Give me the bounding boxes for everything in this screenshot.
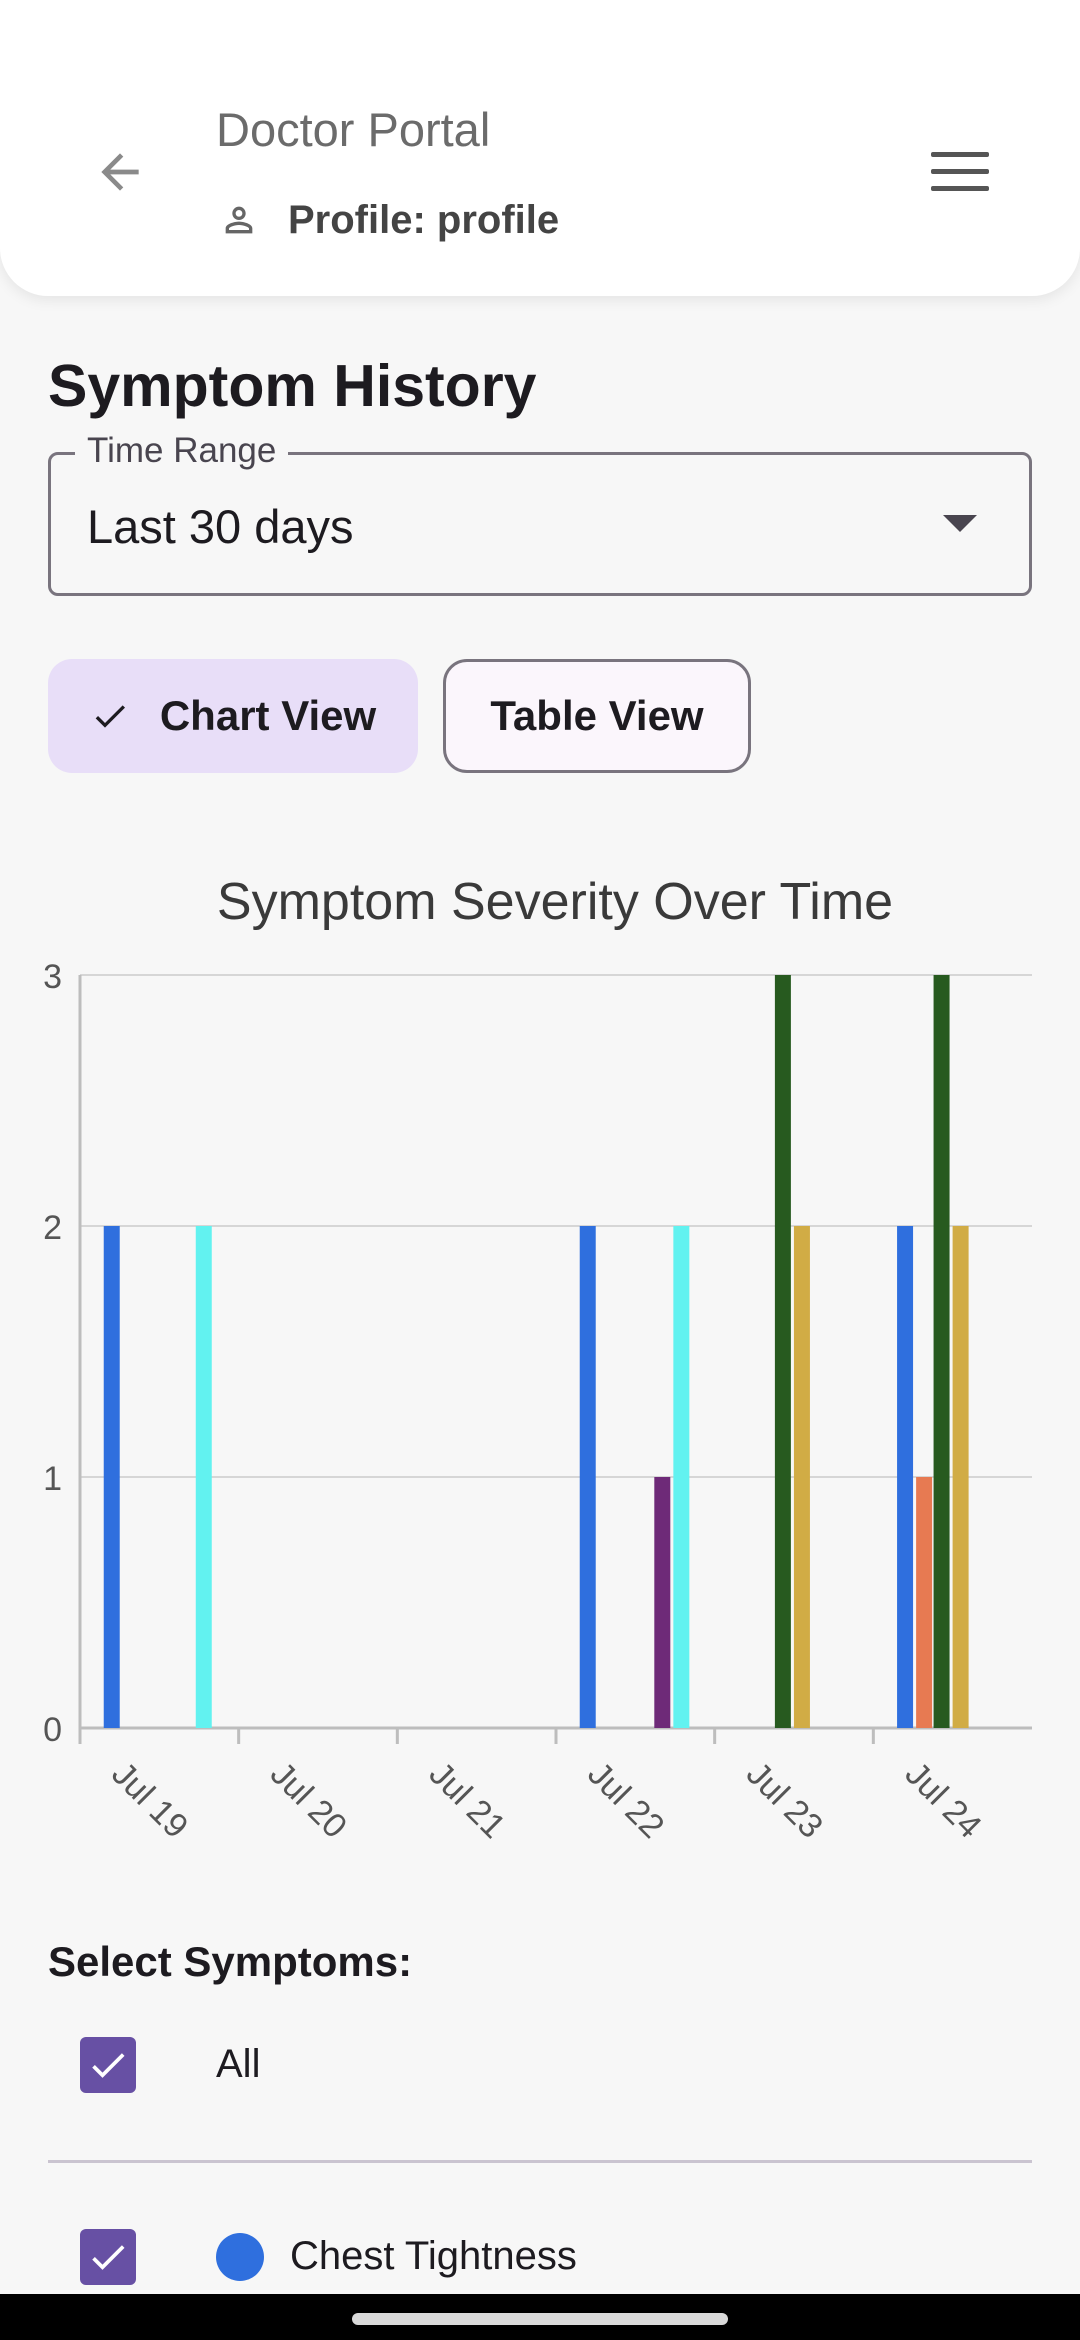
chart-title: Symptom Severity Over Time [216, 873, 894, 931]
symptom-option-chest-tightness[interactable]: Chest Tightness [0, 2212, 1080, 2302]
chart-bar [103, 1226, 120, 1728]
chart-bar [579, 1226, 596, 1728]
profile-label: Profile: profile [288, 197, 560, 242]
symptom-option-label: All [216, 2042, 261, 2086]
table-view-label: Table View [490, 692, 704, 739]
chart-bar [933, 975, 950, 1728]
hamburger-menu-icon [931, 152, 989, 191]
x-tick-label: Jul 24 [898, 1755, 989, 1846]
dropdown-arrow-icon [943, 515, 977, 532]
menu-button[interactable] [912, 124, 1008, 220]
x-tick-label: Jul 19 [104, 1755, 195, 1846]
symptom-color-dot [216, 2233, 264, 2281]
symptom-option-label: Chest Tightness [290, 2234, 577, 2278]
chart-bar [897, 1226, 914, 1728]
chart-bar [673, 1226, 690, 1728]
page-title: Symptom History [48, 353, 537, 419]
chart-bar [916, 1477, 933, 1728]
chart-bar [654, 1477, 671, 1728]
time-range-value: Last 30 days [87, 500, 354, 553]
person-outline-icon [216, 197, 262, 243]
home-gesture-handle[interactable] [352, 2313, 728, 2325]
select-symptoms-label: Select Symptoms: [48, 1938, 413, 1985]
divider [48, 2160, 1032, 2163]
x-tick-label: Jul 20 [263, 1755, 354, 1846]
y-tick-label: 0 [43, 1711, 62, 1749]
check-icon [92, 2053, 125, 2078]
chart-bar [774, 975, 791, 1728]
y-tick-label: 1 [43, 1460, 62, 1498]
x-tick-label: Jul 23 [739, 1755, 830, 1846]
symptom-severity-chart: 0 1 2 3 Jul 19 Jul 20 Jul 21 Jul 22 Jul 23 Jul 24 [43, 958, 1032, 1846]
arrow-back-icon [101, 153, 139, 191]
chart-bar [195, 1226, 212, 1728]
chart-view-label: Chart View [159, 692, 377, 739]
check-icon [92, 2245, 125, 2270]
x-tick-label: Jul 21 [422, 1755, 513, 1846]
time-range-label: Time Range [75, 431, 289, 471]
chart-bar [793, 1226, 810, 1728]
checkbox-all[interactable] [80, 2037, 136, 2093]
chart-bar [952, 1226, 969, 1728]
profile-indicator: Profile: profile [216, 190, 559, 250]
y-tick-label: 2 [43, 1209, 62, 1247]
x-tick-label: Jul 22 [580, 1755, 671, 1846]
chart-view-button[interactable]: Chart View [48, 659, 418, 773]
table-view-button[interactable]: Table View [443, 659, 751, 773]
symptom-option-all[interactable]: All [0, 2020, 1080, 2110]
back-button[interactable] [72, 124, 168, 220]
app-header: Doctor Portal Profile: profile [0, 0, 1080, 296]
portal-title: Doctor Portal [216, 103, 491, 156]
time-range-dropdown[interactable]: Time Range Last 30 days [48, 431, 1032, 596]
y-tick-label: 3 [43, 958, 62, 996]
checkbox-chest-tightness[interactable] [80, 2229, 136, 2285]
check-icon [90, 696, 130, 736]
